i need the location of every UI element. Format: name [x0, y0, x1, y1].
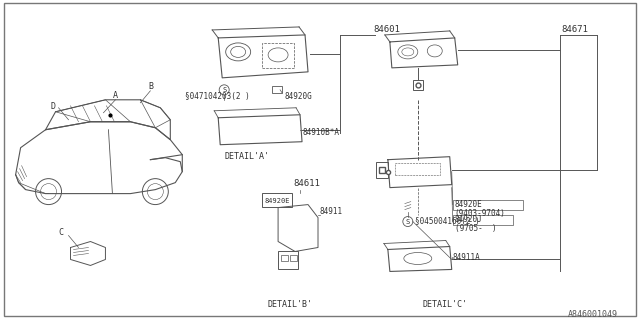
Bar	[262, 193, 292, 207]
Bar	[281, 255, 288, 261]
Bar	[376, 162, 388, 178]
Bar	[395, 163, 440, 175]
Text: 84920G: 84920G	[284, 92, 312, 101]
Bar	[272, 86, 282, 93]
Text: D: D	[51, 102, 56, 111]
Text: 84920J: 84920J	[455, 215, 483, 224]
Text: DETAIL'B': DETAIL'B'	[268, 300, 312, 309]
Text: DETAIL'A': DETAIL'A'	[225, 152, 269, 161]
Text: §047104203(2 ): §047104203(2 )	[185, 92, 250, 101]
Text: C: C	[58, 228, 63, 237]
Text: 84601: 84601	[373, 25, 400, 35]
Text: 84920E: 84920E	[264, 197, 290, 204]
Bar	[413, 80, 423, 90]
Bar	[452, 215, 513, 225]
Bar	[278, 252, 298, 269]
Bar	[262, 43, 294, 68]
Text: (9705-  ): (9705- )	[455, 224, 497, 233]
Text: DETAIL'C': DETAIL'C'	[422, 300, 467, 309]
Bar	[452, 200, 523, 210]
Text: S: S	[222, 87, 227, 93]
Text: 84911: 84911	[320, 207, 343, 216]
Text: 84611: 84611	[293, 179, 320, 188]
Text: A846001049: A846001049	[568, 310, 618, 319]
Text: (9403-9704): (9403-9704)	[455, 209, 506, 218]
Text: B: B	[148, 82, 154, 91]
Text: S: S	[406, 219, 410, 225]
Text: 84910B*A: 84910B*A	[302, 128, 339, 137]
Text: 84920E: 84920E	[455, 200, 483, 209]
Text: A: A	[113, 91, 117, 100]
Text: §045004160(2 ): §045004160(2 )	[415, 217, 479, 226]
Text: 84911A: 84911A	[452, 253, 481, 262]
Text: 84671: 84671	[561, 25, 588, 35]
Bar	[290, 255, 297, 261]
